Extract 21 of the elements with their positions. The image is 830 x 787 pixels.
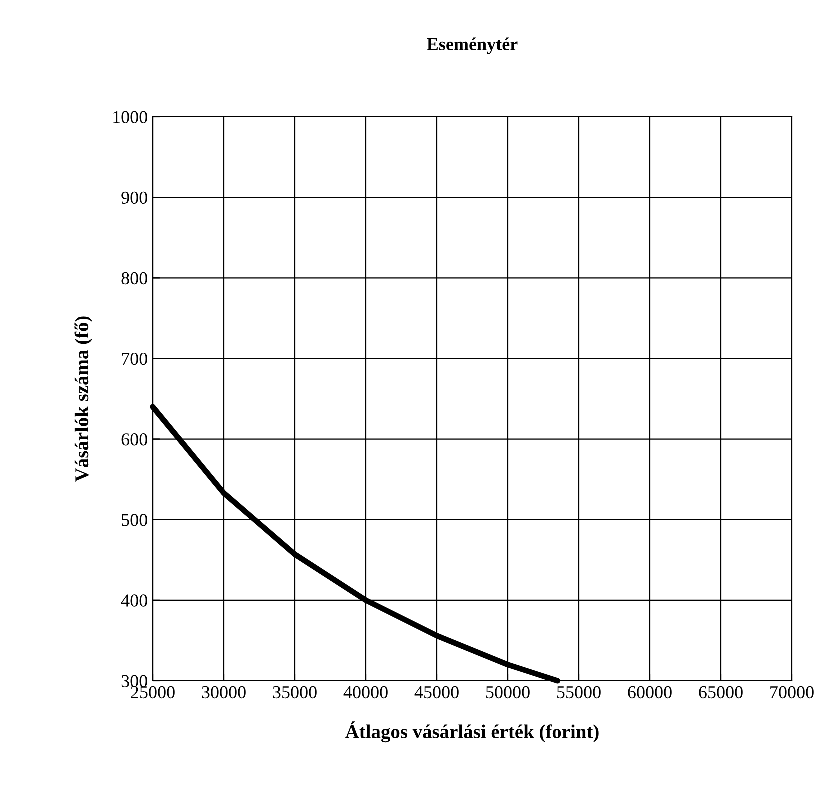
y-axis-title: Vásárlók száma (fő) [74, 316, 93, 482]
y-tick-label: 400 [121, 594, 148, 607]
y-tick-label: 600 [122, 434, 148, 446]
x-tick-label: 55000 [557, 686, 601, 699]
y-tick-label: 1000 [114, 111, 148, 124]
x-tick-label: 60000 [628, 686, 672, 699]
y-tick-label: 700 [122, 352, 148, 366]
x-axis-title: Átlagos vásárlási érték (forint) [346, 722, 599, 743]
x-tick-label: 65000 [699, 686, 743, 699]
x-tick-label: 40000 [344, 686, 388, 699]
y-tick-label: 300 [122, 675, 148, 688]
y-tick-label: 500 [122, 514, 148, 526]
y-tick-label: 800 [122, 272, 148, 285]
y-tick-label: 900 [122, 192, 148, 204]
x-tick-label: 30000 [202, 686, 246, 699]
x-tick-label: 70000 [770, 686, 814, 699]
x-tick-label: 50000 [486, 686, 530, 699]
x-tick-label: 45000 [414, 686, 459, 699]
chart-title: Eseménytér [427, 38, 518, 54]
x-tick-label: 35000 [273, 686, 317, 699]
x-tick-label: 25000 [131, 686, 175, 699]
